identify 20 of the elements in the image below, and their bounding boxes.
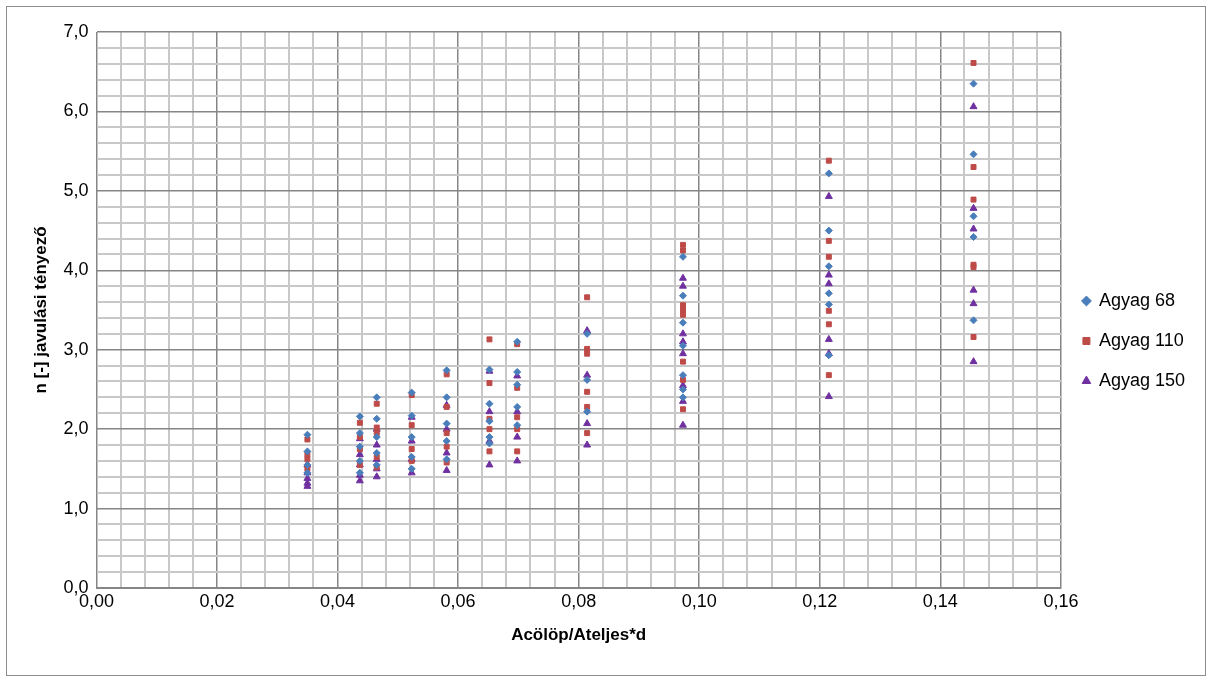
x-tick-label: 0,16 xyxy=(1043,590,1079,611)
x-tick-label: 0,04 xyxy=(320,590,356,611)
y-tick-label: 2,0 xyxy=(63,418,89,439)
y-tick-label: 4,0 xyxy=(63,259,89,280)
y-axis-title: n [-] javulási tényező xyxy=(30,226,50,394)
x-tick-label: 0,12 xyxy=(802,590,838,611)
y-tick-label: 6,0 xyxy=(63,100,89,121)
x-axis-title: Acölöp/Ateljes*d xyxy=(511,625,647,645)
x-tick-label: 0,08 xyxy=(561,590,597,611)
y-tick-label: 1,0 xyxy=(63,497,89,518)
y-tick-label: 5,0 xyxy=(63,179,89,200)
legend-label: Agyag 110 xyxy=(1098,329,1184,350)
y-tick-label: 3,0 xyxy=(63,338,89,359)
x-tick-label: 0,14 xyxy=(922,590,958,611)
x-tick-label: 0,10 xyxy=(681,590,717,611)
x-tick-label: 0,06 xyxy=(440,590,476,611)
x-tick-label: 0,02 xyxy=(199,590,235,611)
legend-label: Agyag 68 xyxy=(1098,289,1175,310)
legend-label: Agyag 150 xyxy=(1098,369,1186,390)
y-tick-label: 7,0 xyxy=(63,20,89,41)
